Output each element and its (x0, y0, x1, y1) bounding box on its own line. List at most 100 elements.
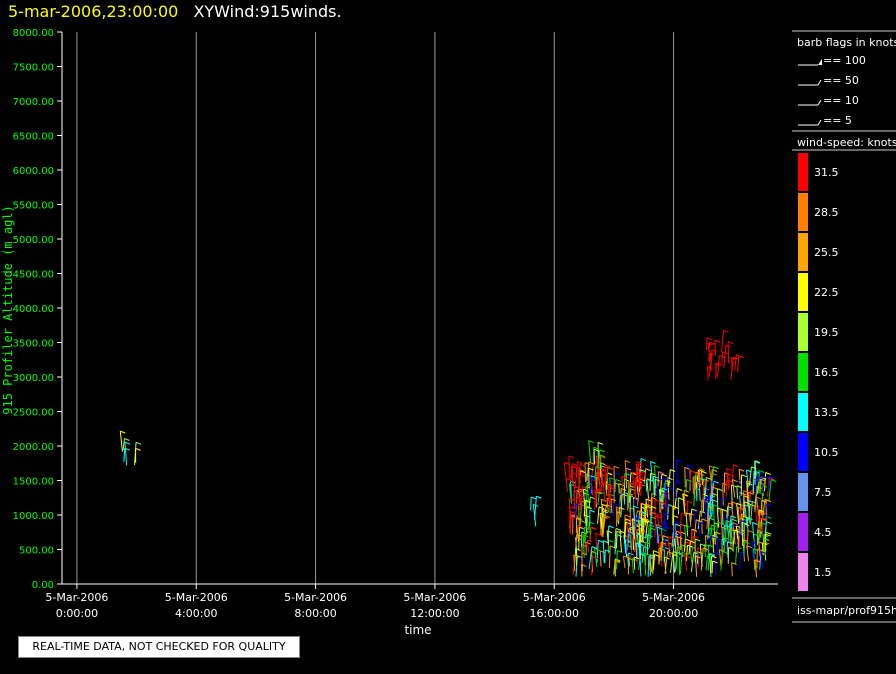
barb-flag (641, 512, 647, 516)
barb-flag (577, 461, 583, 465)
barb-flag (593, 448, 600, 452)
barb-staff (598, 469, 601, 493)
barb-staff (730, 501, 734, 521)
wind-barb (760, 550, 766, 569)
wind-barb (707, 544, 714, 560)
barb-flag (721, 497, 727, 501)
barb-staff (748, 466, 752, 486)
barb-staff (614, 479, 617, 493)
wind-barb (768, 479, 777, 501)
barb-staff (616, 550, 618, 570)
barb-staff (735, 525, 739, 539)
barb-staff (599, 455, 603, 469)
wind-barb (701, 518, 707, 534)
barb-staff (725, 479, 728, 497)
wind-barb (682, 493, 688, 516)
barb-staff (698, 478, 701, 502)
barb-flag (751, 541, 758, 545)
wind-barb (624, 521, 632, 543)
barb-flag (748, 491, 755, 495)
wind-barb (729, 527, 736, 550)
wind-barb (616, 530, 623, 549)
barb-flag (764, 498, 771, 502)
wind-barb (758, 469, 765, 492)
wind-barb (714, 339, 721, 356)
barb-staff (720, 508, 723, 529)
wind-barb (711, 560, 718, 574)
barb-staff (738, 522, 741, 536)
wind-barb (700, 547, 709, 571)
colorbar-swatch (798, 193, 808, 231)
wind-barb (717, 538, 723, 555)
wind-barb (654, 499, 661, 520)
barb-flag (680, 531, 686, 535)
barb-flag (580, 520, 586, 523)
barb-flag (647, 520, 653, 524)
barb-staff (639, 477, 643, 496)
wind-barb (618, 506, 625, 525)
barb-flag (591, 550, 597, 554)
barb-flag (771, 479, 777, 482)
barb-staff (622, 555, 626, 568)
barb-flag (598, 539, 604, 543)
barb-staff (618, 507, 620, 525)
wind-barb (721, 508, 728, 526)
wind-barb (699, 543, 706, 567)
wind-barb (730, 501, 737, 521)
wind-barb (667, 504, 674, 520)
barb-staff (709, 535, 712, 552)
barb-flag (645, 541, 651, 545)
wind-barb (694, 471, 702, 491)
y-tick-label: 8000.00 (13, 28, 54, 39)
barb-staff (723, 345, 727, 369)
barb-flag (741, 513, 747, 517)
barb-staff (715, 521, 719, 542)
colorbar-label: 10.5 (814, 446, 839, 459)
barb-staff (652, 476, 655, 498)
wind-barb (624, 460, 631, 484)
barb-staff (602, 540, 605, 564)
y-tick-label: 1500.00 (13, 477, 54, 488)
barb-staff (730, 357, 734, 380)
barb-flag (610, 498, 617, 502)
barb-flag (670, 469, 676, 472)
barb-staff (721, 330, 725, 352)
wind-barb (727, 547, 734, 564)
wind-barb (591, 556, 598, 576)
legend-label: == 5 (823, 114, 852, 127)
barb-staff (710, 466, 715, 487)
barb-staff (706, 366, 709, 381)
barb-flag (725, 520, 732, 523)
barb-staff (631, 471, 635, 489)
wind-barb (685, 544, 693, 561)
wind-barb (578, 526, 585, 551)
barb-flag (766, 503, 772, 507)
barb-flag (760, 478, 766, 482)
barb-flag (585, 541, 592, 545)
barb-staff (688, 513, 692, 527)
barb-flag (613, 503, 619, 507)
wind-barb (530, 496, 537, 511)
barb-flag (672, 505, 679, 509)
wind-barb (683, 538, 691, 552)
barb-flag (697, 547, 703, 551)
barb-staff (122, 438, 125, 451)
wind-barb (612, 503, 619, 517)
barb-staff (684, 555, 687, 572)
barb-staff (650, 461, 653, 482)
wind-barb (644, 541, 651, 566)
wind-barb (710, 524, 717, 541)
barb-flag (616, 534, 623, 538)
wind-barb (725, 520, 732, 543)
barb-staff (675, 531, 679, 546)
barb-flag (717, 521, 724, 525)
wind-barb (756, 548, 763, 569)
barb-staff (761, 542, 764, 556)
barb-staff (599, 550, 602, 567)
barb-flag (607, 467, 614, 471)
x-tick-date: 5-Mar-2006 (165, 591, 228, 604)
barb-staff (586, 462, 590, 481)
barb-flag (691, 528, 698, 532)
barb-flag (691, 529, 698, 533)
